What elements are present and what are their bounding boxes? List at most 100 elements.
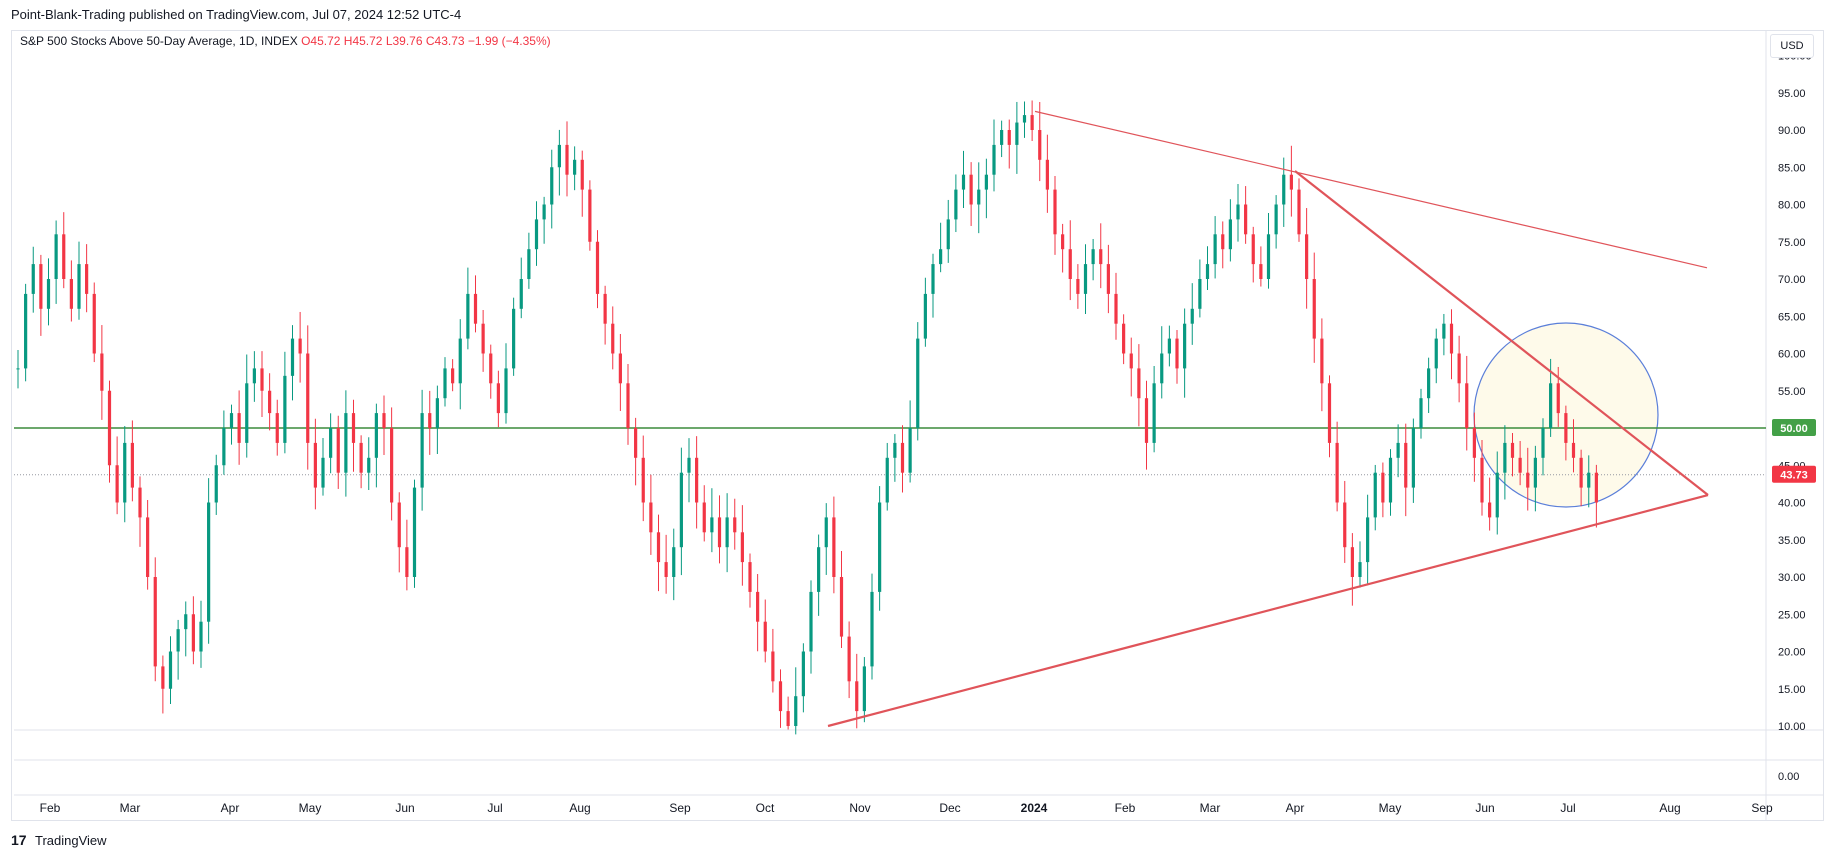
candle-body (397, 502, 401, 548)
candle-body (893, 442, 897, 458)
candle-body (260, 368, 264, 391)
level-price-badge (1772, 419, 1816, 436)
x-tick-label: Mar (120, 801, 141, 815)
candle-body (870, 591, 874, 667)
legend-symbol: S&P 500 Stocks Above 50-Day Average, 1D,… (20, 34, 298, 48)
candle-body (1129, 353, 1133, 369)
candle-body (557, 144, 561, 168)
candle-body (24, 293, 28, 369)
candle-body (1068, 249, 1072, 279)
candle-body (908, 428, 912, 473)
candle-body (1236, 204, 1240, 220)
candle-body (1343, 502, 1347, 548)
candle-body (794, 696, 798, 726)
legend-open: O45.72 (301, 34, 341, 48)
candle-body (977, 189, 981, 205)
candle-body (107, 390, 112, 466)
candle-body (1495, 472, 1499, 518)
descending-trendline (1294, 170, 1709, 496)
candle-body (862, 666, 866, 712)
candle-body (451, 368, 455, 384)
candle-body (1312, 279, 1316, 339)
candle-body (306, 353, 310, 443)
candle-body (801, 651, 805, 697)
candle-body (458, 338, 462, 384)
candle-body (1000, 130, 1004, 145)
x-tick-label: Feb (40, 801, 61, 815)
x-tick-label: Aug (569, 801, 590, 815)
candle-body (1030, 115, 1034, 130)
candle-body (214, 465, 218, 503)
candle-body (46, 279, 51, 309)
candle-body (1579, 457, 1583, 488)
candle-body (1251, 234, 1255, 265)
candle-body (77, 264, 81, 309)
candle-body (679, 472, 683, 548)
last-price-badge (1772, 465, 1816, 483)
x-tick-label: Jul (487, 801, 502, 815)
candle-body (778, 681, 783, 712)
candle-body (54, 234, 58, 279)
series-legend: S&P 500 Stocks Above 50-Day Average, 1D,… (20, 34, 551, 48)
candle-body (1457, 353, 1461, 384)
y-tick-label: 55.00 (1778, 386, 1806, 398)
candle-body (1442, 323, 1446, 339)
last-price-label: 43.73 (1780, 470, 1808, 482)
y-tick-label: 95.00 (1778, 88, 1806, 100)
currency-button[interactable]: USD (1770, 34, 1814, 58)
candle-body (69, 279, 73, 309)
candle-body (138, 487, 142, 518)
candle-body (123, 442, 127, 503)
y-tick-label: 90.00 (1778, 125, 1806, 137)
chart-frame (11, 30, 1824, 821)
candle-body (649, 502, 653, 533)
candle-body (367, 457, 371, 473)
candle-body (1587, 472, 1591, 488)
candle-body (1175, 338, 1179, 369)
candle-body (1038, 130, 1042, 160)
candle-body (374, 413, 378, 458)
y-tick-label: 40.00 (1778, 498, 1806, 510)
candle-body (359, 442, 363, 473)
x-tick-label: May (299, 801, 322, 815)
candle-body (62, 234, 66, 279)
candle-body (626, 383, 630, 428)
x-tick-label: Dec (939, 801, 960, 815)
x-tick-label: Oct (756, 801, 775, 815)
candle-body (85, 264, 89, 294)
upper-trendline (1034, 110, 1708, 269)
candle-body (1259, 264, 1263, 279)
candle-body (1320, 338, 1324, 384)
candle-body (199, 621, 203, 652)
candle-body (496, 383, 500, 414)
candle-body (321, 457, 325, 488)
candle-body (100, 353, 104, 391)
ascending-trendline (827, 493, 1709, 728)
candle-body (1396, 442, 1400, 458)
candle-body (1373, 472, 1377, 518)
candle-body (527, 249, 531, 279)
candle-body (1381, 472, 1385, 503)
candle-body (1045, 159, 1049, 190)
candle-body (969, 174, 973, 205)
candle-body (916, 338, 920, 428)
legend-change: −1.99 (−4.35%) (467, 34, 551, 48)
candle-body (412, 487, 417, 577)
x-tick-label: Sep (1751, 801, 1773, 815)
candle-body (1358, 562, 1362, 577)
candle-body (1244, 204, 1248, 235)
candle-body (1594, 472, 1598, 503)
candle-body (268, 390, 272, 414)
candle-body (900, 442, 905, 473)
candle-body (489, 353, 493, 384)
candle-body (1022, 115, 1027, 123)
candle-body (252, 368, 256, 384)
y-tick-label: 60.00 (1778, 349, 1806, 361)
candle-body (1297, 189, 1301, 235)
x-tick-label: Feb (1115, 801, 1136, 815)
x-tick-label: May (1379, 801, 1402, 815)
tradingview-brand: TradingView (35, 833, 107, 848)
candle-body (481, 323, 485, 354)
x-tick-label: 2024 (1021, 801, 1048, 815)
